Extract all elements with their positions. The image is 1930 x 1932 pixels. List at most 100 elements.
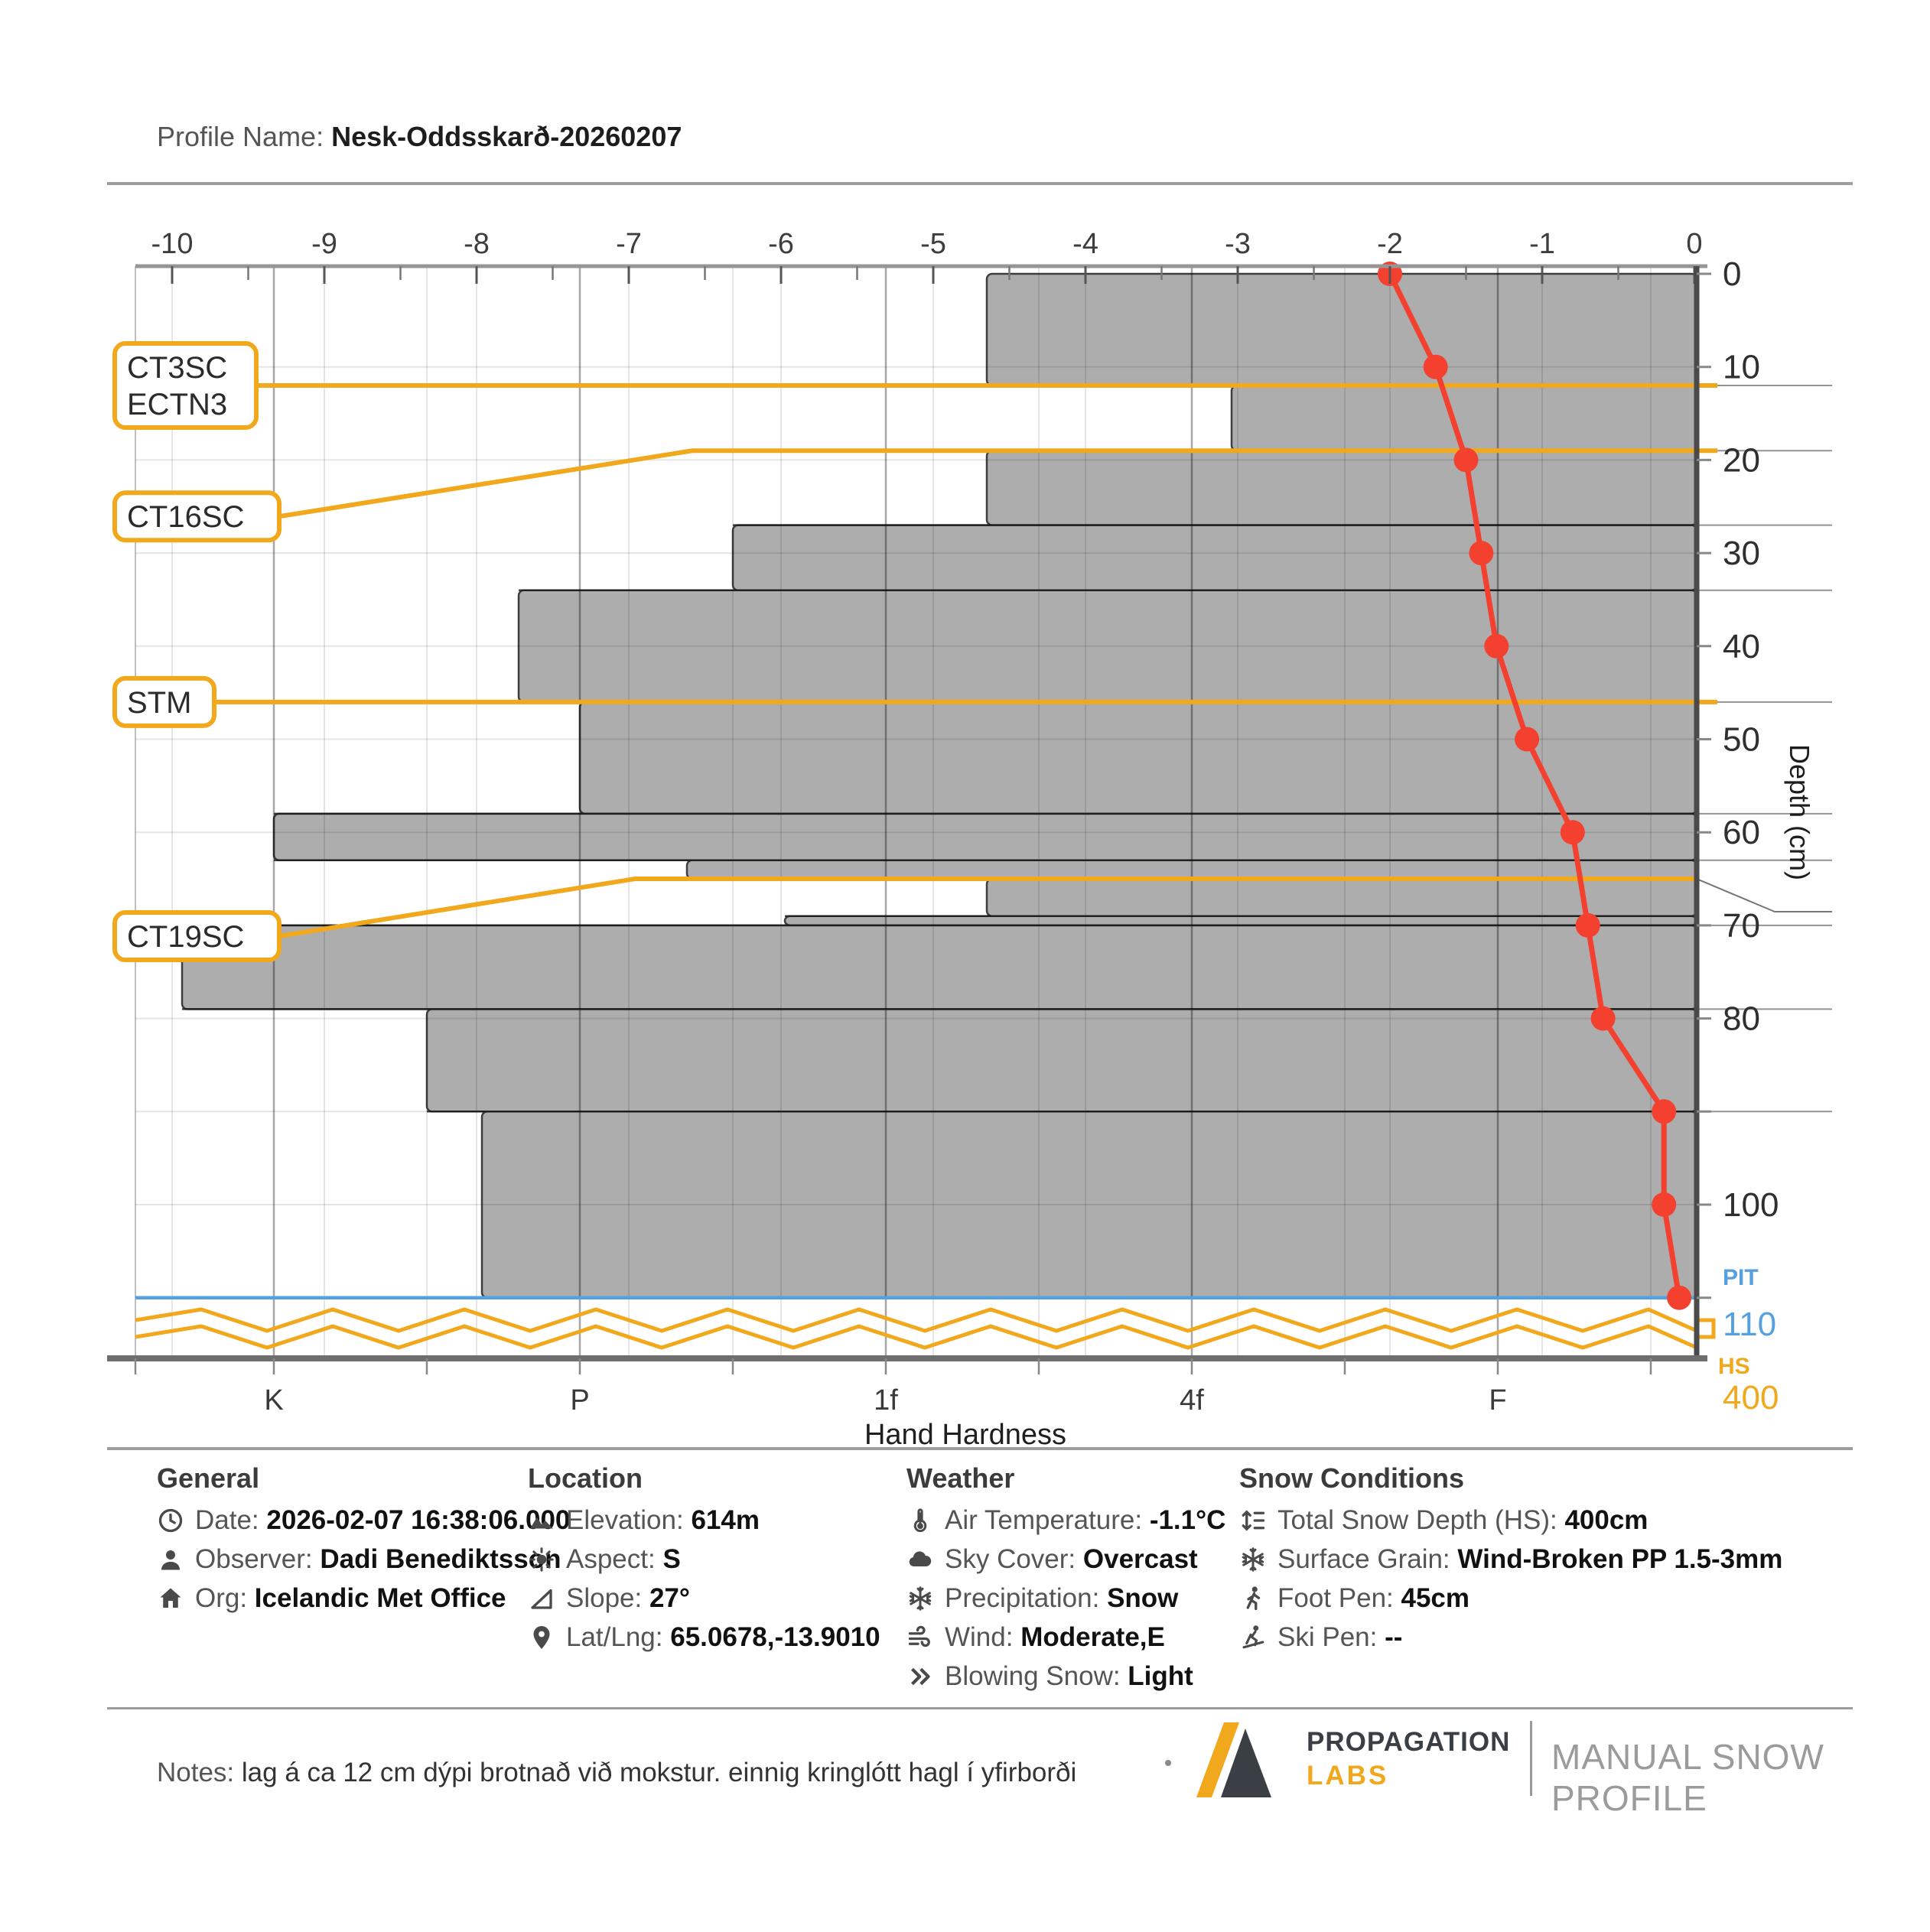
info-value: 2026-02-07 16:38:06.000 xyxy=(266,1505,571,1535)
layer-bar-58-63cm xyxy=(272,812,1698,861)
depth-tick-label: 70 xyxy=(1723,907,1760,945)
temperature-line xyxy=(1387,272,1682,1299)
temperature-axis: -10 -9 -8 -7 -6 -5 -4 -3 -2 -1 0 xyxy=(135,228,1707,284)
info-label: Slope: 27° xyxy=(566,1583,690,1613)
profile-name-value: Nesk-Oddsskarð-20260207 xyxy=(331,121,682,152)
info-row: Observer: Dadi Benediktsson xyxy=(157,1544,561,1575)
info-column-title: General xyxy=(157,1462,260,1494)
layer-bar-65-69cm xyxy=(985,877,1698,917)
test-box-CT16SC xyxy=(112,490,282,543)
depth-tick-label: 80 xyxy=(1723,1000,1760,1038)
foot-pen-icon xyxy=(1239,1585,1267,1612)
depth-tick-label: 20 xyxy=(1723,441,1760,479)
temp-point-90cm xyxy=(1652,1099,1677,1124)
brand-name-top: PROPAGATION xyxy=(1307,1727,1511,1757)
info-row: Sky Cover: Overcast xyxy=(906,1544,1243,1575)
info-column-general: General Date: 2026-02-07 16:38:06.000 Obse… xyxy=(157,1462,570,1622)
info-label: Ski Pen: -- xyxy=(1277,1622,1403,1652)
info-value: 45cm xyxy=(1401,1583,1470,1613)
temp-point-10cm xyxy=(1423,354,1448,379)
temp-tick-label: -9 xyxy=(311,228,337,260)
depth-tick-label: 50 xyxy=(1723,721,1760,759)
info-value: -1.1°C xyxy=(1149,1505,1226,1535)
temp-tick-label: -1 xyxy=(1529,228,1555,260)
snowflake-icon xyxy=(906,1585,934,1612)
hardness-tick-label: P xyxy=(570,1384,589,1416)
thermometer-icon xyxy=(906,1507,934,1534)
propagation-labs-logo-icon xyxy=(1196,1722,1271,1797)
info-value: Icelandic Met Office xyxy=(254,1583,506,1613)
temp-tick-label: -6 xyxy=(768,228,794,260)
info-value: -- xyxy=(1385,1622,1403,1652)
info-label: Org: Icelandic Met Office xyxy=(195,1583,506,1613)
test-line-CT19SC xyxy=(278,877,1697,939)
home-icon xyxy=(157,1585,184,1612)
hand-hardness-axis: K P 1f 4f F Hand Hardness xyxy=(107,1355,1707,1451)
pit-label: PIT xyxy=(1723,1265,1759,1290)
info-row: Lat/Lng: 65.0678,-13.9010 xyxy=(528,1622,891,1653)
depth-axis-title: Depth (cm) xyxy=(1784,744,1815,880)
temp-point-110cm xyxy=(1667,1285,1692,1310)
temp-tick-label: -7 xyxy=(616,228,642,260)
info-label: Blowing Snow: Light xyxy=(945,1661,1193,1691)
layer-bar-19-27cm xyxy=(985,449,1698,526)
info-label: Lat/Lng: 65.0678,-13.9010 xyxy=(566,1622,880,1652)
hardness-axis-title: Hand Hardness xyxy=(864,1419,1066,1451)
info-value: Overcast xyxy=(1082,1544,1198,1574)
brand-block: PROPAGATION LABS MANUAL SNOW PROFILE xyxy=(1193,1716,1859,1818)
test-label: STM xyxy=(127,686,191,720)
info-label: Surface Grain: Wind-Broken PP 1.5-3mm xyxy=(1277,1544,1783,1574)
layer-bar-70-79cm xyxy=(181,924,1698,1010)
info-value: Wind-Broken PP 1.5-3mm xyxy=(1457,1544,1783,1574)
title-divider xyxy=(107,182,1853,185)
info-label: Date: 2026-02-07 16:38:06.000 xyxy=(195,1505,571,1535)
info-column-title: Snow Conditions xyxy=(1239,1462,1464,1494)
layer-bar-27-34cm xyxy=(731,524,1698,592)
page-title: Profile Name: Nesk-Oddsskarð-20260207 xyxy=(157,121,682,153)
info-row: Slope: 27° xyxy=(528,1583,891,1614)
info-column-location: Location Elevation: 614m Aspect: S Slope: 2… xyxy=(528,1462,891,1661)
info-value: 65.0678,-13.9010 xyxy=(670,1622,880,1652)
notes-divider xyxy=(107,1707,1853,1709)
sun-icon xyxy=(528,1546,555,1573)
temp-tick-label: -3 xyxy=(1225,228,1251,260)
info-row: Ski Pen: -- xyxy=(1239,1622,1851,1653)
test-box-CT19SC xyxy=(112,910,282,963)
test-label: CT16SC xyxy=(127,500,244,534)
temp-point-100cm xyxy=(1652,1192,1677,1217)
info-row: Wind: Moderate,E xyxy=(906,1622,1243,1653)
depth-tick-label: 0 xyxy=(1723,255,1741,293)
temp-point-80cm xyxy=(1590,1006,1616,1031)
info-value: S xyxy=(662,1544,681,1574)
notes: Notes: lag á ca 12 cm dýpi brotnað við m… xyxy=(157,1758,1076,1788)
info-row: Total Snow Depth (HS): 400cm xyxy=(1239,1505,1851,1536)
temp-tick-label: -8 xyxy=(464,228,490,260)
info-label: Foot Pen: 45cm xyxy=(1277,1583,1470,1613)
info-row: Blowing Snow: Light xyxy=(906,1661,1243,1692)
layer-bar-69-70cm xyxy=(783,915,1698,927)
info-row: Org: Icelandic Met Office xyxy=(157,1583,516,1614)
temp-point-40cm xyxy=(1484,633,1509,659)
hs-value: 400 xyxy=(1723,1379,1779,1416)
info-value: 614m xyxy=(691,1505,760,1535)
info-row: Date: 2026-02-07 16:38:06.000 xyxy=(157,1505,570,1536)
temp-point-60cm xyxy=(1560,820,1585,845)
pin-icon xyxy=(528,1624,555,1651)
notes-label: Notes: xyxy=(157,1758,235,1787)
info-value: Dadi Benediktsson xyxy=(320,1544,561,1574)
footer-dot xyxy=(1165,1760,1171,1766)
info-row: Air Temperature: -1.1°C xyxy=(906,1505,1243,1536)
depth-tick-label: 10 xyxy=(1723,349,1760,386)
test-box-STM xyxy=(112,675,216,728)
info-column-title: Location xyxy=(528,1462,643,1494)
hardness-tick-label: 1f xyxy=(874,1384,898,1416)
info-column-title: Weather xyxy=(906,1462,1015,1494)
layer-bar-12-19cm xyxy=(1230,384,1698,452)
profile-name-label: Profile Name: xyxy=(157,121,324,152)
info-label: Elevation: 614m xyxy=(566,1505,760,1535)
info-value: 400cm xyxy=(1564,1505,1648,1535)
info-row: Aspect: S xyxy=(528,1544,891,1575)
info-value: 27° xyxy=(649,1583,690,1613)
temp-point-50cm xyxy=(1515,727,1540,752)
layer-bar-46-58cm xyxy=(578,701,1698,815)
